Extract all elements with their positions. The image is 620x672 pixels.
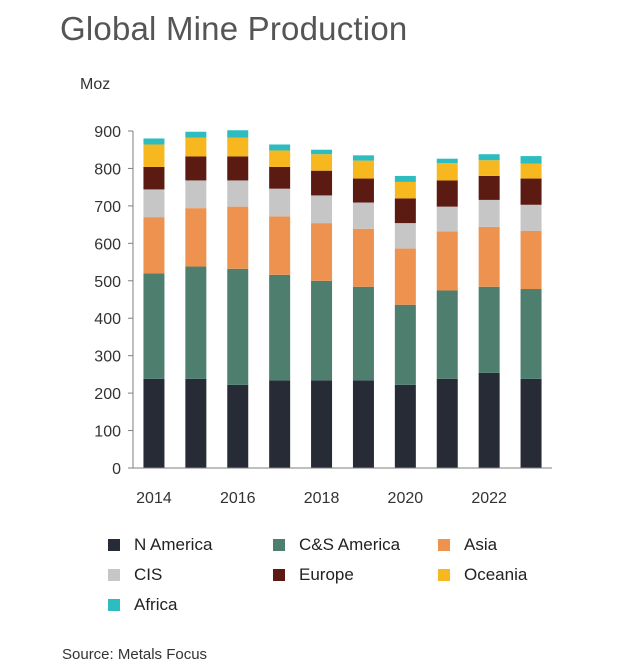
bar-segment-cis-2022 <box>478 199 500 227</box>
bar-segment-asia-2018 <box>311 223 333 281</box>
bar-segment-c-s-america-2014 <box>143 273 165 379</box>
bar-segment-africa-2021 <box>436 158 458 164</box>
x-tick-label: 2018 <box>304 490 340 507</box>
bar-segment-c-s-america-2020 <box>394 304 416 385</box>
x-tick-label: 2022 <box>471 490 507 507</box>
y-tick-label: 100 <box>94 424 121 441</box>
bar-segment-n-america-2014 <box>143 378 165 468</box>
bar-segment-asia-2014 <box>143 217 165 274</box>
bar-segment-n-america-2019 <box>352 380 374 468</box>
bar-segment-africa-2018 <box>311 149 333 155</box>
bar-segment-n-america-2020 <box>394 384 416 468</box>
bar-segment-cis-2017 <box>269 188 291 217</box>
y-tick-label: 0 <box>112 461 121 478</box>
bar-segment-oceania-2018 <box>311 154 333 171</box>
bar-segment-cis-2021 <box>436 206 458 232</box>
bar-segment-cis-2019 <box>352 202 374 229</box>
y-axis-unit-label: Moz <box>80 76 111 93</box>
bar-segment-c-s-america-2022 <box>478 286 500 373</box>
bar-segment-c-s-america-2018 <box>311 280 333 381</box>
bar-segment-africa-2016 <box>227 130 249 138</box>
y-tick-label: 900 <box>94 124 121 141</box>
bar-segment-cis-2015 <box>185 180 207 209</box>
bar-segment-n-america-2022 <box>478 372 500 468</box>
bar-segment-oceania-2015 <box>185 137 207 157</box>
bar-segment-n-america-2023 <box>520 378 542 468</box>
y-axis: 0 100 200 300 400 500 600 700 800 900 <box>94 124 134 478</box>
bar-segment-europe-2017 <box>269 166 291 189</box>
y-tick-label: 700 <box>94 199 121 216</box>
bar-segment-europe-2021 <box>436 180 458 207</box>
bar-segment-africa-2023 <box>520 156 542 164</box>
bar-segment-cis-2018 <box>311 195 333 224</box>
bar-segment-asia-2021 <box>436 231 458 291</box>
bar-segment-oceania-2023 <box>520 163 542 179</box>
bar-segment-asia-2023 <box>520 230 542 290</box>
chart-title: Global Mine Production <box>60 10 408 47</box>
bar-segment-n-america-2017 <box>269 380 291 468</box>
y-tick-label: 800 <box>94 161 121 178</box>
bar-segment-cis-2016 <box>227 180 249 207</box>
bar-segment-africa-2022 <box>478 154 500 161</box>
bar-segment-europe-2018 <box>311 170 333 196</box>
y-tick-label: 500 <box>94 274 121 291</box>
bar-segment-asia-2015 <box>185 208 207 267</box>
bar-segment-europe-2016 <box>227 156 249 181</box>
bar-segment-africa-2014 <box>143 138 165 145</box>
bar-segment-europe-2022 <box>478 175 500 200</box>
bars <box>143 130 542 468</box>
x-tick-label: 2016 <box>220 490 256 507</box>
bar-segment-asia-2016 <box>227 206 249 269</box>
bar-segment-cis-2014 <box>143 189 165 218</box>
bar-segment-oceania-2022 <box>478 160 500 176</box>
x-tick-label: 2014 <box>136 490 172 507</box>
bar-segment-asia-2019 <box>352 228 374 287</box>
y-tick-label: 300 <box>94 349 121 366</box>
bar-segment-africa-2015 <box>185 131 207 138</box>
x-axis: 2014 2016 2018 2020 2022 <box>133 467 552 507</box>
bar-segment-oceania-2021 <box>436 163 458 181</box>
bar-segment-n-america-2021 <box>436 378 458 468</box>
bar-segment-africa-2017 <box>269 144 291 151</box>
bar-segment-n-america-2016 <box>227 384 249 468</box>
bar-segment-c-s-america-2021 <box>436 290 458 379</box>
bar-segment-n-america-2018 <box>311 380 333 468</box>
x-tick-label: 2020 <box>388 490 424 507</box>
bar-segment-c-s-america-2015 <box>185 266 207 379</box>
bar-segment-oceania-2014 <box>143 144 165 167</box>
bar-segment-oceania-2017 <box>269 150 291 167</box>
bar-segment-europe-2014 <box>143 166 165 190</box>
bar-segment-europe-2015 <box>185 156 207 181</box>
source-note: Source: Metals Focus <box>62 646 208 663</box>
bar-segment-c-s-america-2017 <box>269 274 291 381</box>
bar-segment-asia-2017 <box>269 216 291 275</box>
y-tick-label: 600 <box>94 236 121 253</box>
bar-segment-asia-2020 <box>394 248 416 305</box>
bar-segment-europe-2019 <box>352 178 374 203</box>
y-tick-label: 200 <box>94 386 121 403</box>
bar-segment-c-s-america-2019 <box>352 286 374 381</box>
bar-segment-europe-2020 <box>394 198 416 224</box>
y-tick-label: 400 <box>94 311 121 328</box>
bar-segment-n-america-2015 <box>185 378 207 468</box>
bar-segment-europe-2023 <box>520 178 542 205</box>
bar-segment-oceania-2016 <box>227 137 249 157</box>
bar-segment-cis-2020 <box>394 223 416 249</box>
bar-segment-c-s-america-2023 <box>520 289 542 379</box>
bar-segment-africa-2020 <box>394 175 416 182</box>
bar-segment-oceania-2019 <box>352 160 374 179</box>
bar-segment-cis-2023 <box>520 204 542 231</box>
bar-segment-asia-2022 <box>478 226 500 287</box>
bar-segment-oceania-2020 <box>394 181 416 199</box>
bar-segment-c-s-america-2016 <box>227 268 249 385</box>
bar-segment-africa-2019 <box>352 155 374 161</box>
